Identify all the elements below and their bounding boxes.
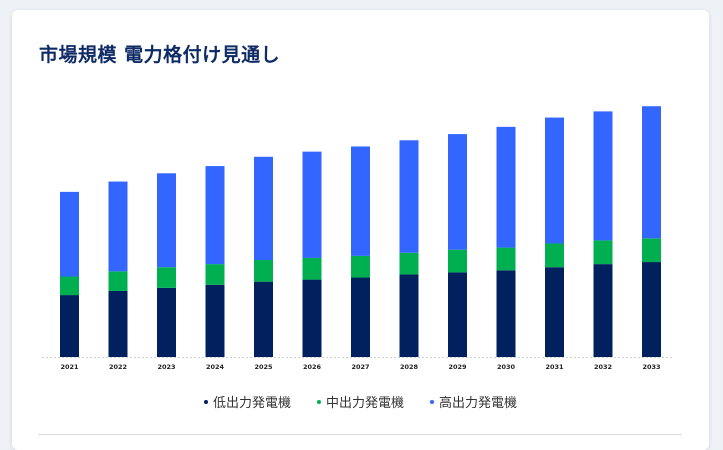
stacked-bar-chart: 2021 2022 2023 2024 2025 2026 2027 2028 2029 2030… xyxy=(42,106,674,371)
legend-label-low: 低出力発電機 xyxy=(212,396,291,411)
bottom-divider xyxy=(38,434,682,435)
legend-item-high[interactable]: 高出力発電機 xyxy=(430,392,517,411)
x-tick-label: 2025 xyxy=(254,363,273,371)
bar-high-2028[interactable] xyxy=(399,140,419,253)
bar-mid-2022[interactable] xyxy=(108,271,128,291)
bar-low-2022[interactable] xyxy=(108,290,128,357)
bar-high-2024[interactable] xyxy=(205,166,225,265)
bar-low-2029[interactable] xyxy=(448,272,467,357)
legend-item-mid[interactable]: 中出力発電機 xyxy=(316,392,404,411)
bar-mid-2033[interactable] xyxy=(642,238,661,263)
bar-high-2023[interactable] xyxy=(157,173,176,268)
bar-mid-2031[interactable] xyxy=(545,243,564,268)
legend-swatch-low xyxy=(203,399,208,404)
bar-low-2026[interactable] xyxy=(302,279,322,357)
bar-mid-2021[interactable] xyxy=(60,276,79,296)
bar-high-2032[interactable] xyxy=(593,111,613,241)
bar-high-2025[interactable] xyxy=(254,156,273,260)
bar-high-2029[interactable] xyxy=(448,134,467,250)
legend-swatch-high xyxy=(430,399,434,404)
x-tick-label: 2030 xyxy=(497,363,516,371)
bar-high-2021[interactable] xyxy=(60,191,79,277)
bar-low-2021[interactable] xyxy=(60,295,79,357)
bar-mid-2026[interactable] xyxy=(302,257,322,280)
legend-swatch-mid xyxy=(316,399,321,404)
bar-mid-2025[interactable] xyxy=(254,259,273,282)
legend-item-low[interactable]: 低出力発電機 xyxy=(203,392,291,411)
x-tick-label: 2028 xyxy=(400,363,419,371)
legend-label-mid: 中出力発電機 xyxy=(325,396,404,411)
x-tick-label: 2027 xyxy=(351,363,369,371)
x-tick-label: 2026 xyxy=(303,363,322,371)
bar-high-2033[interactable] xyxy=(642,106,661,239)
x-tick-label: 2024 xyxy=(206,363,225,371)
x-tick-label: 2029 xyxy=(448,363,467,371)
bar-low-2032[interactable] xyxy=(593,264,613,357)
bar-high-2031[interactable] xyxy=(545,117,564,244)
bar-high-2022[interactable] xyxy=(108,181,128,272)
bar-high-2030[interactable] xyxy=(496,126,516,248)
legend: 低出力発電機 中出力発電機 高出力発電機 xyxy=(12,392,709,411)
x-tick-label: 2023 xyxy=(157,363,175,371)
bar-low-2023[interactable] xyxy=(157,287,176,357)
bar-low-2027[interactable] xyxy=(351,277,370,357)
bar-low-2028[interactable] xyxy=(399,274,419,357)
legend-label-high: 高出力発電機 xyxy=(439,396,518,411)
x-tick-label: 2033 xyxy=(642,363,660,371)
x-tick-label: 2032 xyxy=(594,363,612,371)
bar-low-2024[interactable] xyxy=(205,284,225,357)
bar-mid-2023[interactable] xyxy=(157,267,176,288)
bar-mid-2029[interactable] xyxy=(448,249,467,273)
x-tick-label: 2022 xyxy=(109,363,127,371)
page-title: 市場規模 電力格付け見通し xyxy=(39,44,281,66)
bar-mid-2030[interactable] xyxy=(496,247,516,271)
bar-mid-2032[interactable] xyxy=(593,240,613,265)
x-tick-label: 2021 xyxy=(60,363,79,371)
bar-low-2025[interactable] xyxy=(254,281,273,357)
bar-low-2031[interactable] xyxy=(545,267,564,357)
bar-mid-2028[interactable] xyxy=(399,252,419,275)
bar-mid-2027[interactable] xyxy=(351,255,370,278)
bar-mid-2024[interactable] xyxy=(205,264,225,285)
chart-card: 市場規模 電力格付け見通し 2021 2022 2023 2024 2025 2026 20… xyxy=(12,10,709,450)
bar-low-2030[interactable] xyxy=(496,270,516,357)
bar-low-2033[interactable] xyxy=(642,262,661,357)
bar-high-2027[interactable] xyxy=(351,146,370,256)
bar-high-2026[interactable] xyxy=(302,151,322,258)
x-tick-label: 2031 xyxy=(545,363,564,371)
